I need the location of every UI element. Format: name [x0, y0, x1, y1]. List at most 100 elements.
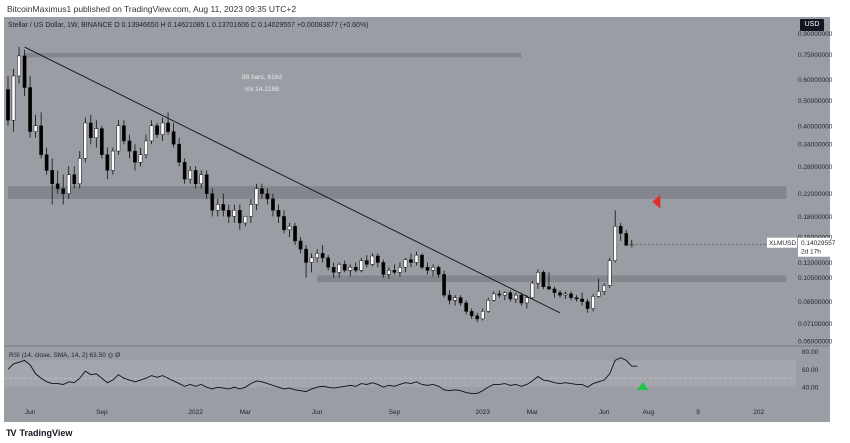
candle-body[interactable]: [331, 267, 336, 273]
currency-button[interactable]: USD: [800, 19, 824, 31]
candle-body[interactable]: [409, 259, 413, 263]
candle-body[interactable]: [370, 255, 375, 265]
candle-body[interactable]: [138, 154, 143, 163]
candle-body[interactable]: [486, 300, 491, 312]
candle-body[interactable]: [133, 150, 137, 163]
candle-body[interactable]: [193, 170, 198, 185]
candle-body[interactable]: [99, 128, 104, 155]
candle-body[interactable]: [453, 297, 457, 301]
candle-body[interactable]: [298, 240, 303, 250]
candle-body[interactable]: [28, 87, 32, 132]
candle-body[interactable]: [519, 294, 524, 304]
candle-body[interactable]: [83, 122, 88, 159]
candle-body[interactable]: [547, 286, 551, 290]
candle-body[interactable]: [271, 198, 275, 211]
candle-body[interactable]: [436, 267, 441, 275]
candle-body[interactable]: [398, 267, 402, 273]
candle-body[interactable]: [629, 244, 634, 246]
candle-body[interactable]: [403, 259, 408, 268]
candle-body[interactable]: [469, 311, 474, 317]
candle-body[interactable]: [177, 143, 181, 163]
candle-body[interactable]: [155, 125, 159, 135]
candle-body[interactable]: [480, 311, 485, 320]
candle-body[interactable]: [442, 274, 446, 296]
candle-body[interactable]: [342, 264, 347, 271]
candle-body[interactable]: [188, 170, 193, 180]
candle-body[interactable]: [596, 291, 601, 297]
candle-body[interactable]: [72, 174, 77, 185]
candle-body[interactable]: [558, 292, 562, 296]
candle-body[interactable]: [613, 226, 618, 261]
candle-body[interactable]: [359, 260, 364, 271]
candle-body[interactable]: [607, 260, 612, 286]
candle-body[interactable]: [375, 255, 380, 263]
candle-body[interactable]: [602, 285, 607, 292]
candle-body[interactable]: [77, 158, 82, 185]
candle-body[interactable]: [204, 174, 209, 194]
candle-body[interactable]: [530, 282, 535, 298]
candle-body[interactable]: [536, 272, 540, 284]
candle-body[interactable]: [497, 293, 502, 296]
candle-body[interactable]: [431, 267, 435, 271]
candle-body[interactable]: [348, 267, 353, 271]
candle-body[interactable]: [6, 89, 10, 121]
candle-body[interactable]: [458, 297, 463, 304]
candle-body[interactable]: [160, 122, 165, 135]
candle-body[interactable]: [420, 254, 424, 268]
candle-body[interactable]: [243, 216, 248, 224]
candle-body[interactable]: [320, 253, 325, 259]
candle-body[interactable]: [353, 267, 358, 271]
candle-body[interactable]: [591, 296, 595, 309]
candle-body[interactable]: [226, 210, 231, 217]
candle-body[interactable]: [464, 302, 469, 312]
candle-body[interactable]: [105, 154, 110, 171]
candle-body[interactable]: [50, 170, 55, 185]
candle-body[interactable]: [387, 270, 391, 275]
candle-body[interactable]: [17, 55, 21, 77]
candle-body[interactable]: [44, 154, 49, 171]
candle-body[interactable]: [315, 253, 319, 259]
candle-body[interactable]: [22, 55, 27, 88]
candle-body[interactable]: [282, 216, 286, 231]
candle-body[interactable]: [33, 125, 38, 132]
candle-body[interactable]: [392, 270, 397, 273]
candle-body[interactable]: [293, 226, 297, 242]
candle-body[interactable]: [525, 297, 529, 304]
candle-body[interactable]: [574, 297, 579, 300]
candle-body[interactable]: [475, 315, 480, 320]
candle-body[interactable]: [541, 272, 546, 287]
candle-body[interactable]: [127, 140, 132, 152]
candle-body[interactable]: [491, 293, 496, 301]
candle-body[interactable]: [116, 125, 121, 152]
candle-body[interactable]: [552, 288, 557, 293]
candle-body[interactable]: [210, 193, 215, 211]
chart-frame[interactable]: [4, 17, 830, 422]
candle-body[interactable]: [326, 257, 331, 268]
candle-body[interactable]: [254, 188, 259, 205]
candle-body[interactable]: [580, 298, 584, 302]
candle-body[interactable]: [447, 294, 452, 301]
candle-body[interactable]: [232, 210, 237, 217]
candle-body[interactable]: [618, 226, 623, 234]
rsi-legend[interactable]: RSI (14, close, SMA, 14, 2) 63.50 ◎ Ø: [9, 352, 121, 359]
candle-body[interactable]: [585, 301, 590, 309]
candle-body[interactable]: [513, 294, 518, 300]
candle-body[interactable]: [166, 122, 170, 132]
candle-body[interactable]: [11, 75, 16, 121]
candle-body[interactable]: [122, 125, 126, 142]
candle-body[interactable]: [508, 292, 513, 300]
candle-body[interactable]: [182, 162, 187, 180]
candle-body[interactable]: [88, 122, 93, 138]
descending-trendline[interactable]: [24, 46, 561, 314]
candle-body[interactable]: [171, 131, 176, 145]
candle-body[interactable]: [215, 204, 220, 211]
candle-body[interactable]: [66, 174, 71, 194]
candle-body[interactable]: [276, 210, 281, 217]
candle-body[interactable]: [265, 193, 270, 200]
candle-body[interactable]: [304, 248, 308, 263]
candle-body[interactable]: [337, 264, 342, 273]
candle-body[interactable]: [221, 204, 226, 211]
candle-body[interactable]: [381, 262, 386, 275]
candle-body[interactable]: [111, 150, 115, 171]
